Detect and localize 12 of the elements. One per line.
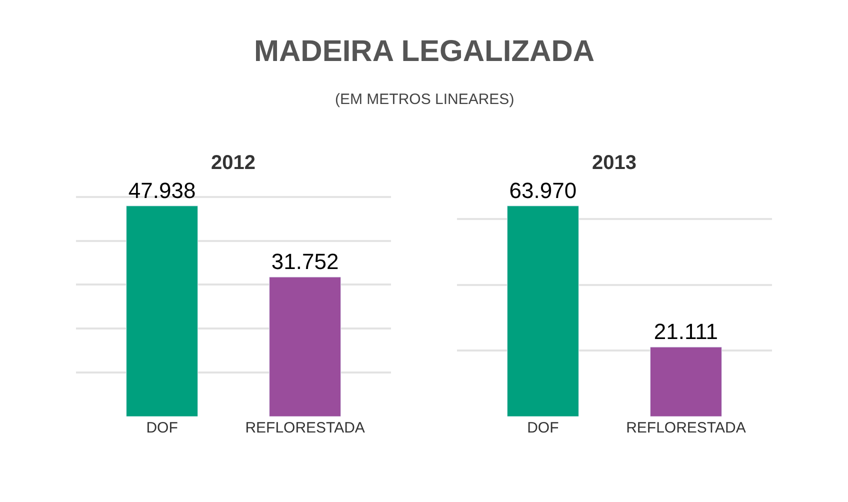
data-label: 21.111 [654,319,718,344]
x-tick-label: DOF [527,420,559,437]
chart-title: 2012 [211,152,256,174]
x-tick-label: REFLORESTADA [626,420,746,437]
text: (EM METROS LINEARES) [335,91,514,108]
data-label: 63.970 [509,178,577,203]
data-label: 31.752 [271,249,339,274]
chart-title: 2013 [592,152,636,174]
x-tick-label: DOF [146,420,178,437]
x-tick-label: REFLORESTADA [245,420,365,437]
data-label: 47.938 [128,178,196,203]
text: MADEIRA LEGALIZADA [254,35,595,68]
